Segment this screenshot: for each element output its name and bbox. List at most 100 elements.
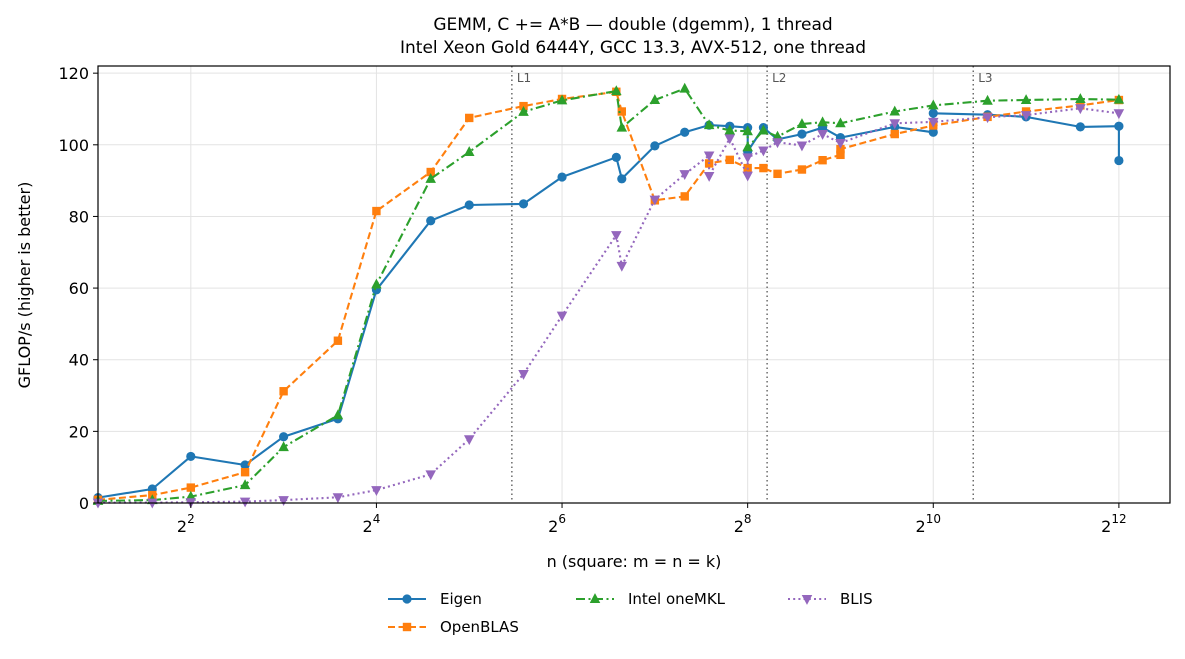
data-point-eigen (557, 172, 567, 182)
data-point-openblas (279, 387, 288, 396)
data-point-eigen (426, 216, 436, 226)
y-tick-label: 0 (79, 494, 89, 513)
data-point-openblas (797, 165, 807, 174)
series-line-intel-onemkl (97, 87, 1119, 502)
data-point-intel-onemkl (703, 119, 715, 130)
data-point-eigen (650, 141, 660, 151)
x-tick-label: 210 (916, 512, 941, 536)
x-tick-base: 2 (548, 517, 558, 536)
data-point-intel-onemkl (1113, 93, 1125, 104)
data-point-blis (982, 113, 993, 124)
data-point-blis (1113, 109, 1125, 120)
data-point-blis (1075, 104, 1086, 115)
series-line-openblas (97, 90, 1120, 501)
plot-frame (97, 65, 1171, 504)
legend-swatch-marker (402, 594, 412, 604)
cache-lines: L1 L2 L3 (511, 66, 993, 503)
x-tick-base: 2 (1101, 517, 1111, 536)
y-tick-label: 40 (69, 351, 89, 370)
data-point-blis (278, 496, 289, 506)
x-tick-exponent: 10 (926, 512, 941, 526)
cache-label-l1: L1 (517, 71, 531, 85)
y-tick-label: 60 (69, 279, 89, 298)
data-point-blis (796, 141, 808, 152)
series-eigen (93, 108, 1124, 503)
data-point-blis (703, 151, 715, 162)
y-tick-label: 120 (58, 64, 89, 83)
data-point-intel-onemkl (889, 105, 901, 116)
data-point-eigen (1114, 155, 1124, 166)
y-tick-label: 20 (69, 422, 89, 441)
chart-title: GEMM, C += A*B — double (dgemm), 1 threa… (433, 15, 832, 35)
legend-label: OpenBLAS (440, 618, 519, 636)
data-point-eigen (518, 199, 529, 209)
data-point-intel-onemkl (742, 125, 753, 136)
data-point-openblas (725, 155, 734, 165)
data-point-eigen (611, 152, 621, 162)
legend-swatch-marker (801, 595, 813, 605)
data-point-blis (332, 493, 344, 504)
data-point-intel-onemkl (982, 94, 993, 105)
series-line-blis (98, 107, 1120, 504)
legend-label: Eigen (440, 590, 482, 608)
data-point-eigen (279, 432, 289, 442)
data-point-blis (742, 171, 753, 182)
data-point-openblas (818, 156, 827, 165)
data-point-blis (817, 130, 828, 140)
data-point-openblas (186, 483, 196, 492)
data-point-intel-onemkl (278, 441, 289, 452)
legend-item-intel-onemkl: Intel oneMKL (576, 590, 726, 608)
data-point-blis (703, 171, 715, 182)
legend: Eigen Intel oneMKL BLIS OpenBLAS (388, 590, 873, 636)
data-point-eigen (1075, 122, 1085, 132)
cache-label-l3: L3 (978, 71, 992, 85)
data-point-blis (772, 138, 783, 149)
data-point-intel-onemkl (239, 479, 251, 490)
data-point-eigen (680, 127, 690, 137)
data-point-blis (1020, 111, 1032, 121)
data-point-blis (371, 486, 382, 496)
x-tick-base: 2 (734, 517, 744, 536)
x-tick-exponent: 8 (744, 512, 752, 526)
data-point-blis (611, 231, 622, 241)
data-point-intel-onemkl (616, 121, 628, 132)
data-point-intel-onemkl (332, 409, 344, 420)
x-tick-label: 22 (177, 512, 195, 536)
data-point-openblas (372, 206, 381, 216)
data-point-blis (616, 261, 628, 272)
data-point-blis (928, 117, 939, 128)
x-tick-label: 212 (1101, 512, 1126, 536)
data-point-intel-onemkl (928, 99, 939, 110)
data-point-openblas (617, 107, 626, 116)
data-point-blis (463, 435, 475, 446)
x-tick-base: 2 (177, 517, 187, 536)
data-point-intel-onemkl (817, 116, 828, 127)
data-point-eigen (617, 174, 627, 184)
data-point-intel-onemkl (679, 82, 690, 93)
data-point-intel-onemkl (724, 124, 736, 135)
data-point-blis (518, 370, 529, 380)
legend-label: BLIS (840, 590, 873, 608)
grid (98, 66, 1170, 504)
data-point-blis (679, 170, 690, 181)
legend-label: Intel oneMKL (628, 590, 726, 608)
series-openblas (93, 87, 1124, 504)
data-point-blis (835, 139, 846, 149)
y-tick-label: 100 (58, 136, 89, 155)
y-axis-label: GFLOP/s (higher is better) (15, 182, 34, 389)
data-point-openblas (333, 336, 343, 345)
data-point-blis (758, 146, 769, 157)
data-point-intel-onemkl (518, 106, 529, 116)
x-axis-label: n (square: m = n = k) (547, 552, 722, 571)
x-tick-exponent: 6 (558, 512, 566, 526)
data-point-intel-onemkl (371, 278, 382, 289)
data-point-intel-onemkl (835, 117, 846, 128)
data-point-blis (742, 153, 753, 164)
legend-swatch-marker (402, 622, 412, 632)
data-point-blis (556, 311, 568, 322)
x-tick-base: 2 (363, 517, 373, 536)
x-tick-label: 26 (548, 512, 566, 536)
data-point-openblas (240, 467, 250, 477)
